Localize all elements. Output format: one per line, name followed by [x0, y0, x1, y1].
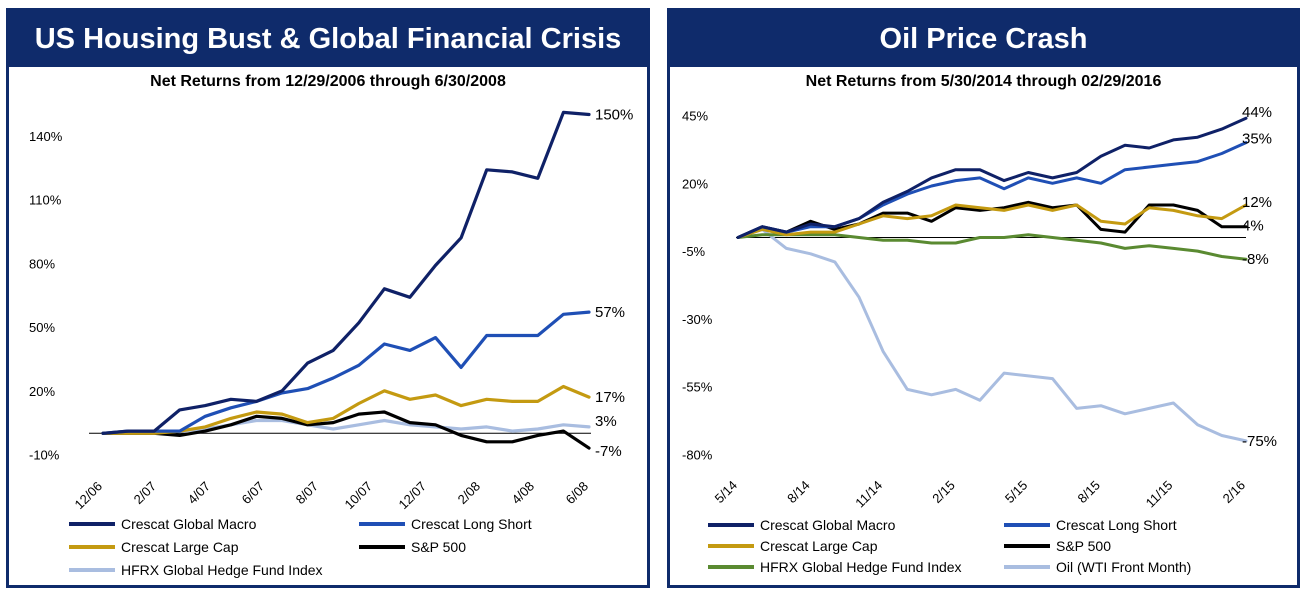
- y-tick-label: -10%: [29, 448, 60, 463]
- y-tick-label: -30%: [682, 312, 713, 327]
- series-line: [101, 410, 591, 450]
- x-tick-label: 8/14: [784, 478, 813, 507]
- legend-swatch: [69, 522, 115, 526]
- legend-swatch: [1004, 544, 1050, 548]
- x-tick-label: 4/07: [185, 479, 214, 508]
- legend-swatch: [359, 545, 405, 549]
- end-value-label: 4%: [1242, 218, 1264, 235]
- series-line: [736, 233, 1248, 261]
- end-value-label: 57%: [595, 304, 625, 321]
- y-tick-label: -5%: [682, 244, 706, 259]
- y-tick-label: 140%: [29, 129, 63, 144]
- x-tick-label: 5/14: [712, 478, 741, 507]
- series-line: [736, 116, 1248, 239]
- end-value-label: -75%: [1242, 433, 1277, 450]
- line-chart-oil: 45% 20% -5% -30% -55% -80% 5/14 8/14 11/14 2/15 5/…: [682, 104, 1277, 511]
- end-value-label: 35%: [1242, 131, 1272, 148]
- legend-label: Crescat Global Macro: [121, 516, 257, 532]
- y-tick-label: 110%: [29, 193, 62, 208]
- line-chart-housing: 140% 110% 80% 50% 20% -10% 12/06 2/07 4/07 6/07 8/…: [29, 107, 633, 513]
- end-value-label: 150%: [595, 107, 633, 124]
- series-line: [101, 110, 591, 435]
- chart-title: US Housing Bust & Global Financial Crisi…: [9, 11, 647, 67]
- chart-subtitle: Net Returns from 5/30/2014 through 02/29…: [805, 73, 1162, 90]
- end-value-label: -7%: [595, 443, 622, 460]
- x-tick-label: 11/14: [852, 478, 885, 511]
- x-tick-label: 2/08: [455, 479, 484, 508]
- end-value-label: -8%: [1242, 251, 1269, 268]
- legend-swatch: [359, 522, 405, 526]
- legend-label: S&P 500: [411, 539, 467, 555]
- x-tick-label: 5/15: [1002, 478, 1031, 507]
- chart-panel-oil: Oil Price Crash Net Returns from 5/30/20…: [667, 8, 1300, 588]
- y-tick-label: 45%: [682, 109, 708, 124]
- x-tick-label: 2/15: [929, 478, 958, 507]
- y-tick-label: -80%: [682, 448, 713, 463]
- end-value-label: 17%: [595, 389, 625, 406]
- x-tick-label: 8/07: [293, 479, 322, 508]
- legend-label: Crescat Large Cap: [121, 539, 239, 555]
- legend-swatch: [708, 565, 754, 569]
- x-tick-label: 10/07: [342, 479, 376, 513]
- x-tick-label: 12/07: [396, 479, 430, 513]
- end-value-label: 44%: [1242, 104, 1272, 121]
- legend-label: Crescat Large Cap: [760, 538, 878, 554]
- legend-label: Crescat Long Short: [1056, 517, 1177, 533]
- chart-subtitle: Net Returns from 12/29/2006 through 6/30…: [150, 73, 506, 90]
- y-tick-label: 80%: [29, 256, 55, 271]
- end-value-label: 3%: [595, 413, 617, 430]
- legend-swatch: [1004, 565, 1050, 569]
- chart-title: Oil Price Crash: [670, 11, 1297, 67]
- x-tick-label: 11/15: [1143, 478, 1176, 511]
- x-tick-label: 6/07: [239, 479, 268, 508]
- y-tick-label: 20%: [682, 176, 708, 191]
- legend-label: S&P 500: [1056, 538, 1112, 554]
- series-line: [736, 227, 1248, 443]
- legend-swatch: [708, 544, 754, 548]
- legend-label: HFRX Global Hedge Fund Index: [121, 562, 323, 578]
- y-tick-label: -55%: [682, 380, 713, 395]
- x-tick-label: 2/16: [1220, 478, 1249, 507]
- y-tick-label: 50%: [29, 320, 55, 335]
- x-tick-label: 4/08: [509, 479, 538, 508]
- legend-label: Crescat Global Macro: [760, 517, 896, 533]
- legend-swatch: [69, 568, 115, 572]
- end-value-label: 12%: [1242, 194, 1272, 211]
- x-tick-label: 6/08: [563, 479, 592, 508]
- legend-label: Crescat Long Short: [411, 516, 532, 532]
- chart-panel-housing: US Housing Bust & Global Financial Crisi…: [6, 8, 650, 588]
- x-tick-label: 12/06: [72, 479, 106, 513]
- y-tick-label: 20%: [29, 384, 55, 399]
- series-line: [736, 203, 1248, 239]
- legend-swatch: [69, 545, 115, 549]
- x-tick-label: 8/15: [1074, 478, 1103, 507]
- x-tick-label: 2/07: [131, 479, 160, 508]
- series-line: [101, 310, 591, 435]
- legend-swatch: [708, 523, 754, 527]
- legend-swatch: [1004, 523, 1050, 527]
- legend-label: Oil (WTI Front Month): [1056, 559, 1192, 575]
- legend-label: HFRX Global Hedge Fund Index: [760, 559, 962, 575]
